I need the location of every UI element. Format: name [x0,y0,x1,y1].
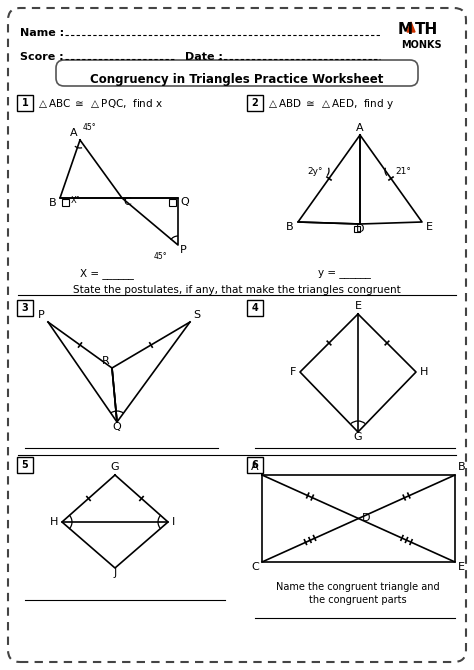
Text: M: M [398,22,413,37]
Text: G: G [354,432,362,442]
Text: 6: 6 [252,460,258,470]
Text: C: C [251,562,259,572]
Text: Date :: Date : [185,52,223,62]
Text: C: C [123,197,131,207]
Text: MONKS: MONKS [401,40,442,50]
FancyBboxPatch shape [56,60,418,86]
Text: D: D [362,513,371,523]
Text: I: I [172,517,175,527]
Text: 2: 2 [252,98,258,108]
Text: the congruent parts: the congruent parts [309,595,407,605]
Text: G: G [111,462,119,472]
Text: Q: Q [180,197,189,207]
FancyBboxPatch shape [247,457,263,473]
Text: State the postulates, if any, that make the triangles congruent: State the postulates, if any, that make … [73,285,401,295]
Text: H: H [50,517,58,527]
Text: 3: 3 [22,303,28,313]
Bar [62,199,69,206]
Text: A: A [251,462,259,472]
Text: 1: 1 [22,98,28,108]
Text: E: E [458,562,465,572]
Text: A: A [70,128,78,138]
Text: A: A [356,123,364,133]
Text: X°: X° [71,196,81,205]
Text: R: R [102,356,110,366]
FancyBboxPatch shape [8,8,466,662]
Text: Name :: Name : [20,28,64,38]
Text: E: E [426,222,433,232]
Text: 4: 4 [252,303,258,313]
Text: D: D [356,224,364,234]
Text: 21°: 21° [395,167,411,176]
Text: F: F [290,367,296,377]
Text: Q: Q [113,422,121,432]
Text: H: H [420,367,428,377]
Text: Congruency in Triangles Practice Worksheet: Congruency in Triangles Practice Workshe… [91,73,383,86]
Text: P: P [180,245,187,255]
Text: 45°: 45° [154,252,168,261]
FancyBboxPatch shape [17,457,33,473]
Text: J: J [113,568,117,578]
Bar [354,226,360,232]
Text: Score :: Score : [20,52,64,62]
Text: $\triangle$ABD $\cong$ $\triangle$AED,  find y: $\triangle$ABD $\cong$ $\triangle$AED, f… [266,97,394,111]
Text: 5: 5 [22,460,28,470]
Text: E: E [355,301,362,311]
Text: TH: TH [415,22,438,37]
Text: y = ______: y = ______ [318,268,371,278]
Bar [169,199,176,206]
Text: B: B [458,462,465,472]
Text: 2y°: 2y° [307,167,322,176]
FancyBboxPatch shape [247,300,263,316]
Text: Name the congruent triangle and: Name the congruent triangle and [276,582,440,592]
Text: $\triangle$ABC $\cong$ $\triangle$PQC,  find x: $\triangle$ABC $\cong$ $\triangle$PQC, f… [36,97,163,110]
FancyBboxPatch shape [247,95,263,111]
FancyBboxPatch shape [17,300,33,316]
Text: X = ______: X = ______ [80,268,134,279]
Polygon shape [407,22,415,32]
FancyBboxPatch shape [17,95,33,111]
Text: S: S [193,310,200,320]
Text: P: P [38,310,45,320]
Text: B: B [49,198,57,208]
Text: 45°: 45° [83,123,97,132]
Text: B: B [286,222,294,232]
